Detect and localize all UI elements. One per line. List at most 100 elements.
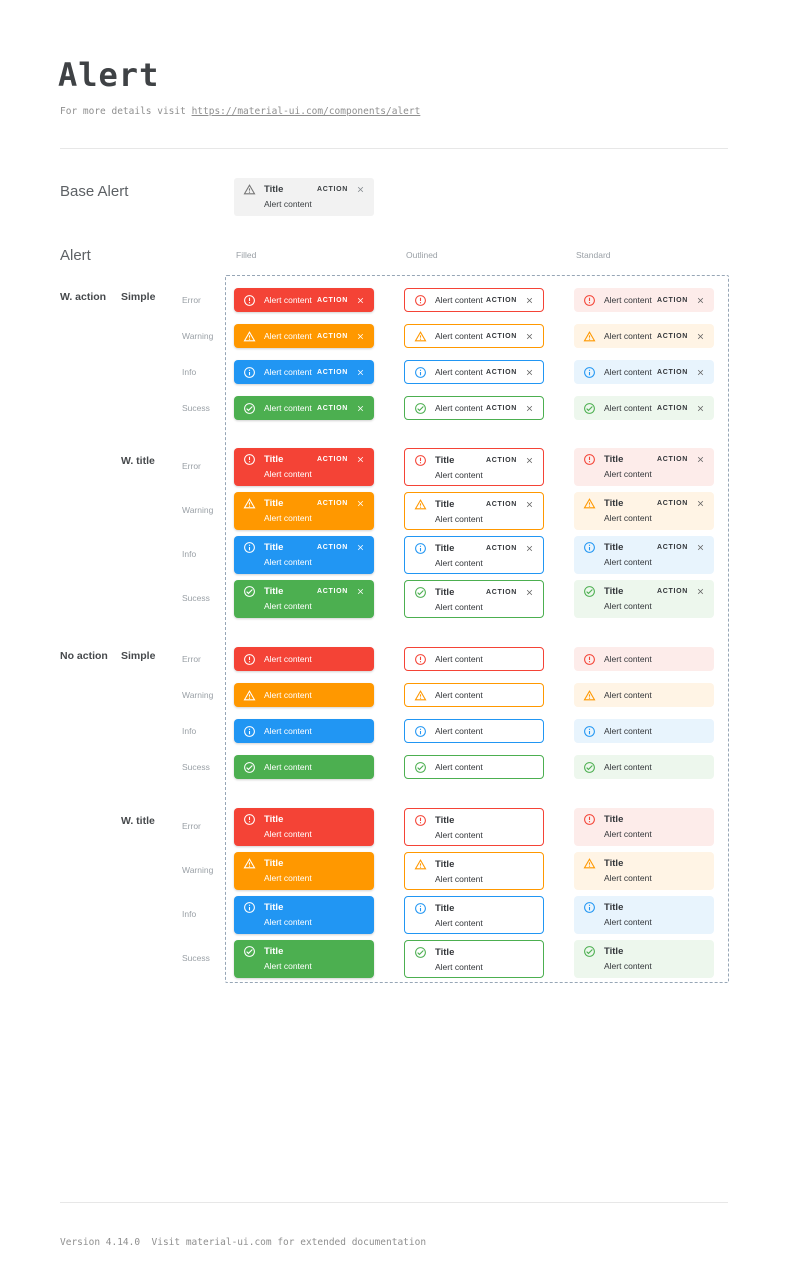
- close-icon[interactable]: [525, 544, 534, 553]
- alert-title: Title: [264, 184, 284, 195]
- alert-title: Title: [604, 858, 624, 869]
- alert-title: Title: [264, 858, 284, 869]
- action-button[interactable]: ACTION: [656, 544, 688, 551]
- close-icon[interactable]: [356, 332, 365, 341]
- alert-filled-error: Alert content: [234, 647, 374, 671]
- action-button[interactable]: ACTION: [656, 332, 688, 340]
- close-icon[interactable]: [356, 368, 365, 377]
- action-button[interactable]: ACTION: [485, 296, 517, 304]
- close-icon[interactable]: [525, 456, 534, 465]
- info-circle-icon: [583, 541, 596, 554]
- close-icon[interactable]: [696, 499, 705, 508]
- warning-triangle-icon: [583, 857, 596, 870]
- base-alert-example: Title ACTION Alert content: [234, 178, 374, 216]
- alert-title: Title: [435, 499, 455, 510]
- row-group-action-label: W. action: [60, 291, 107, 303]
- alert-filled-info: Alert content: [234, 719, 374, 743]
- alert-content: Alert content: [264, 726, 312, 736]
- alert-content: Alert content: [604, 654, 652, 664]
- close-icon[interactable]: [356, 587, 365, 596]
- action-button[interactable]: ACTION: [316, 186, 348, 193]
- action-button[interactable]: ACTION: [656, 368, 688, 376]
- footer-text: Version 4.14.0 Visit material-ui.com for…: [60, 1237, 427, 1248]
- action-button[interactable]: ACTION: [656, 456, 688, 463]
- alert-standard-success-titled: Title ACTION Alert content: [574, 580, 714, 618]
- action-button[interactable]: ACTION: [485, 501, 517, 508]
- close-icon[interactable]: [356, 499, 365, 508]
- action-button[interactable]: ACTION: [485, 545, 517, 552]
- alert-content: Alert content: [604, 513, 652, 523]
- check-circle-icon: [414, 761, 427, 774]
- warning-triangle-icon: [243, 330, 256, 343]
- alert-content: Alert content: [604, 873, 652, 883]
- close-icon[interactable]: [356, 185, 365, 194]
- action-button[interactable]: ACTION: [316, 368, 348, 376]
- close-icon[interactable]: [696, 543, 705, 552]
- close-icon[interactable]: [525, 404, 534, 413]
- alert-title: Title: [264, 542, 284, 553]
- alert-standard-success: Alert content ACTION: [574, 396, 714, 420]
- close-icon[interactable]: [696, 455, 705, 464]
- alert-content: Alert content: [604, 331, 652, 341]
- action-button[interactable]: ACTION: [485, 332, 517, 340]
- action-button[interactable]: ACTION: [316, 588, 348, 595]
- action-button[interactable]: ACTION: [316, 332, 348, 340]
- close-icon[interactable]: [525, 588, 534, 597]
- action-button[interactable]: ACTION: [485, 404, 517, 412]
- action-button[interactable]: ACTION: [656, 296, 688, 304]
- subtitle-text: For more details visit: [60, 106, 192, 117]
- action-button[interactable]: ACTION: [316, 456, 348, 463]
- row-group-variant-label: W. title: [121, 815, 155, 827]
- close-icon[interactable]: [356, 543, 365, 552]
- close-icon[interactable]: [525, 296, 534, 305]
- alert-content: Alert content: [264, 654, 312, 664]
- action-button[interactable]: ACTION: [316, 500, 348, 507]
- close-icon[interactable]: [696, 332, 705, 341]
- alert-filled-success: Alert content ACTION: [234, 396, 374, 420]
- alert-content: Alert content: [264, 557, 312, 567]
- action-button[interactable]: ACTION: [485, 589, 517, 596]
- check-circle-icon: [583, 585, 596, 598]
- close-icon[interactable]: [696, 587, 705, 596]
- error-circle-icon: [243, 453, 256, 466]
- alert-outlined-info-titled: Title ACTION Alert content: [404, 536, 544, 574]
- severity-label-success: Sucess: [182, 762, 210, 772]
- alert-outlined-warning-titled: Title ACTION Alert content: [404, 492, 544, 530]
- action-button[interactable]: ACTION: [656, 588, 688, 595]
- docs-link[interactable]: https://material-ui.com/components/alert: [191, 106, 421, 117]
- close-icon[interactable]: [356, 455, 365, 464]
- check-circle-icon: [583, 761, 596, 774]
- action-button[interactable]: ACTION: [316, 404, 348, 412]
- close-icon[interactable]: [356, 404, 365, 413]
- close-icon[interactable]: [525, 368, 534, 377]
- error-circle-icon: [414, 653, 427, 666]
- action-button[interactable]: ACTION: [656, 404, 688, 412]
- action-button[interactable]: ACTION: [656, 500, 688, 507]
- alert-content: Alert content: [435, 602, 483, 612]
- alert-content: Alert content: [435, 558, 483, 568]
- alert-title: Title: [435, 859, 455, 870]
- alert-standard-info-titled: Title Alert content: [574, 896, 714, 934]
- close-icon[interactable]: [356, 296, 365, 305]
- action-button[interactable]: ACTION: [485, 368, 517, 376]
- info-circle-icon: [414, 366, 427, 379]
- row-group-variant-label: W. title: [121, 455, 155, 467]
- check-circle-icon: [243, 761, 256, 774]
- alert-filled-info: Alert content ACTION: [234, 360, 374, 384]
- alert-outlined-error-titled: Title Alert content: [404, 808, 544, 846]
- close-icon[interactable]: [525, 500, 534, 509]
- close-icon[interactable]: [696, 404, 705, 413]
- action-button[interactable]: ACTION: [316, 544, 348, 551]
- close-icon[interactable]: [696, 368, 705, 377]
- alert-content: Alert content: [604, 601, 652, 611]
- info-circle-icon: [243, 541, 256, 554]
- column-header-standard: Standard: [576, 250, 611, 260]
- close-icon[interactable]: [525, 332, 534, 341]
- action-button[interactable]: ACTION: [316, 296, 348, 304]
- close-icon[interactable]: [696, 296, 705, 305]
- alert-standard-info: Alert content ACTION: [574, 360, 714, 384]
- error-circle-icon: [414, 454, 427, 467]
- alert-title: Title: [264, 814, 284, 825]
- action-button[interactable]: ACTION: [485, 457, 517, 464]
- alert-standard-error-titled: Title Alert content: [574, 808, 714, 846]
